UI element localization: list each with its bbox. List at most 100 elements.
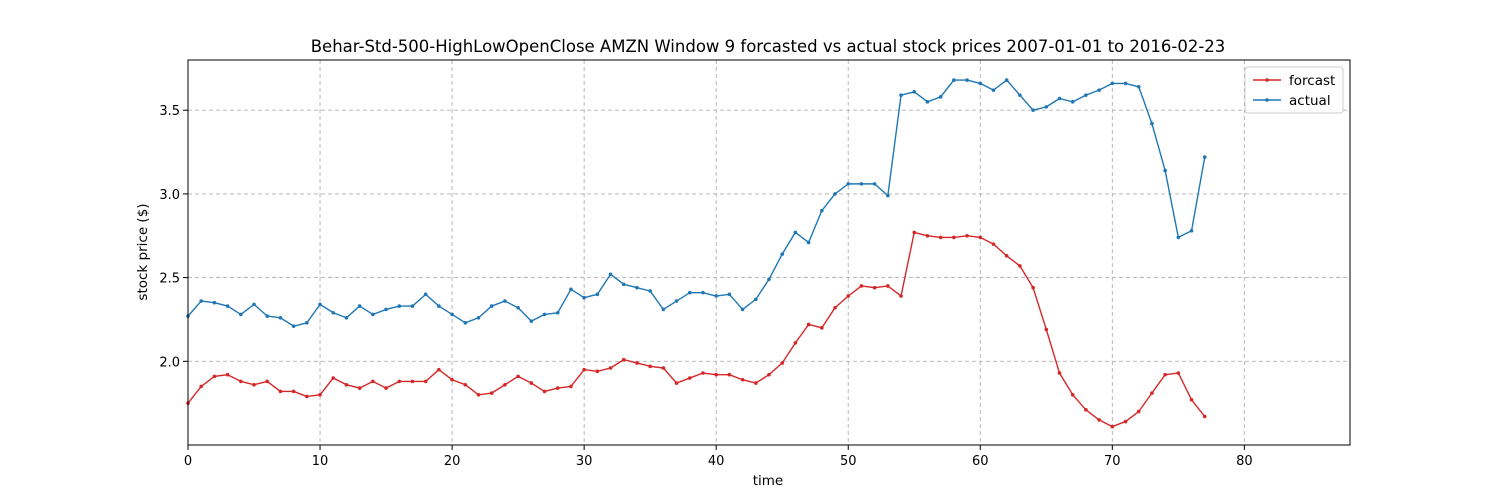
- data-point: [1004, 254, 1009, 258]
- data-point: [859, 182, 864, 186]
- data-point: [265, 314, 270, 318]
- data-point: [331, 310, 336, 315]
- data-point: [1150, 121, 1154, 126]
- data-point: [753, 381, 758, 385]
- data-point: [674, 299, 679, 303]
- data-point: [384, 307, 388, 312]
- y-axis-label: stock price ($): [135, 203, 151, 300]
- data-point: [476, 315, 481, 320]
- data-point: [753, 297, 758, 302]
- data-point: [714, 294, 718, 298]
- y-tick-label: 2.5: [159, 272, 180, 287]
- y-tick-label: 3.5: [159, 104, 180, 119]
- data-point: [582, 295, 586, 300]
- data-point: [318, 392, 322, 397]
- data-point: [239, 379, 243, 384]
- data-point: [965, 78, 969, 82]
- plot-frame: [187, 59, 1351, 446]
- legend: forcast actual: [1244, 66, 1344, 114]
- data-point: [952, 235, 956, 240]
- data-point: [344, 315, 349, 320]
- data-point: [820, 208, 824, 213]
- data-point: [1070, 100, 1075, 104]
- data-point: [397, 379, 402, 384]
- data-point: [1189, 398, 1194, 402]
- data-point: [371, 312, 375, 317]
- data-point: [371, 379, 375, 384]
- data-point: [291, 389, 296, 394]
- data-point: [621, 282, 626, 287]
- data-point: [344, 382, 349, 387]
- data-point: [674, 381, 679, 385]
- x-axis-label: time: [753, 473, 784, 489]
- x-tick-label: 70: [1104, 454, 1121, 469]
- data-point: [516, 305, 520, 310]
- data-point: [278, 315, 283, 320]
- data-point: [687, 376, 692, 380]
- data-point: [793, 230, 798, 235]
- data-point: [555, 386, 560, 390]
- data-point: [687, 290, 692, 295]
- data-point: [265, 379, 270, 384]
- x-tick-label: 40: [708, 454, 725, 469]
- data-point: [886, 193, 890, 198]
- data-point: [648, 364, 652, 369]
- data-point: [740, 377, 745, 382]
- data-point: [1202, 155, 1207, 159]
- data-point: [1031, 285, 1035, 290]
- data-point: [489, 391, 494, 395]
- data-point: [569, 384, 573, 389]
- data-point: [463, 321, 468, 325]
- data-point: [476, 392, 481, 397]
- data-point: [1110, 424, 1115, 429]
- chart-title: Behar-Std-500-HighLowOpenClose AMZN Wind…: [311, 37, 1226, 56]
- data-point: [569, 287, 573, 292]
- data-point: [1136, 84, 1141, 89]
- data-point: [1176, 235, 1181, 240]
- x-tick-label: 10: [312, 454, 329, 469]
- data-point: [1189, 228, 1194, 233]
- y-tick-label: 3.0: [159, 188, 180, 203]
- data-point: [252, 302, 256, 307]
- data-point: [820, 326, 824, 330]
- data-point: [529, 319, 534, 323]
- data-point: [635, 361, 639, 365]
- data-point: [199, 384, 204, 389]
- data-point: [1123, 81, 1128, 86]
- data-point: [978, 235, 983, 240]
- data-point: [978, 81, 983, 86]
- data-point: [965, 233, 969, 238]
- legend-marker-forcast: [1265, 78, 1269, 82]
- data-point: [1084, 408, 1088, 412]
- data-point: [437, 304, 441, 308]
- data-point: [305, 321, 309, 325]
- data-point: [991, 242, 996, 246]
- data-point: [912, 230, 917, 235]
- data-point: [1136, 409, 1141, 414]
- data-point: [503, 299, 507, 303]
- legend-label-actual: actual: [1289, 93, 1331, 109]
- data-point: [212, 300, 217, 305]
- data-point: [1018, 93, 1022, 97]
- x-tick-label: 0: [184, 454, 192, 469]
- data-point: [701, 290, 705, 295]
- data-point: [1044, 327, 1049, 332]
- data-point: [1018, 264, 1022, 268]
- data-point: [384, 386, 388, 390]
- data-point: [991, 88, 996, 92]
- data-point: [648, 289, 652, 293]
- data-point: [516, 374, 520, 379]
- data-point: [872, 285, 877, 290]
- x-axis: 0 10 20 30 40 50 60 70 80: [184, 445, 1253, 469]
- data-point: [252, 382, 256, 387]
- legend-box: [1244, 66, 1344, 114]
- x-tick-label: 80: [1236, 454, 1253, 469]
- data-point: [1031, 108, 1035, 113]
- data-point: [1097, 418, 1101, 422]
- data-point: [1163, 168, 1167, 173]
- data-point: [793, 341, 798, 345]
- x-tick-label: 50: [840, 454, 857, 469]
- data-point: [925, 100, 930, 104]
- data-point: [291, 324, 296, 328]
- data-point: [225, 372, 230, 377]
